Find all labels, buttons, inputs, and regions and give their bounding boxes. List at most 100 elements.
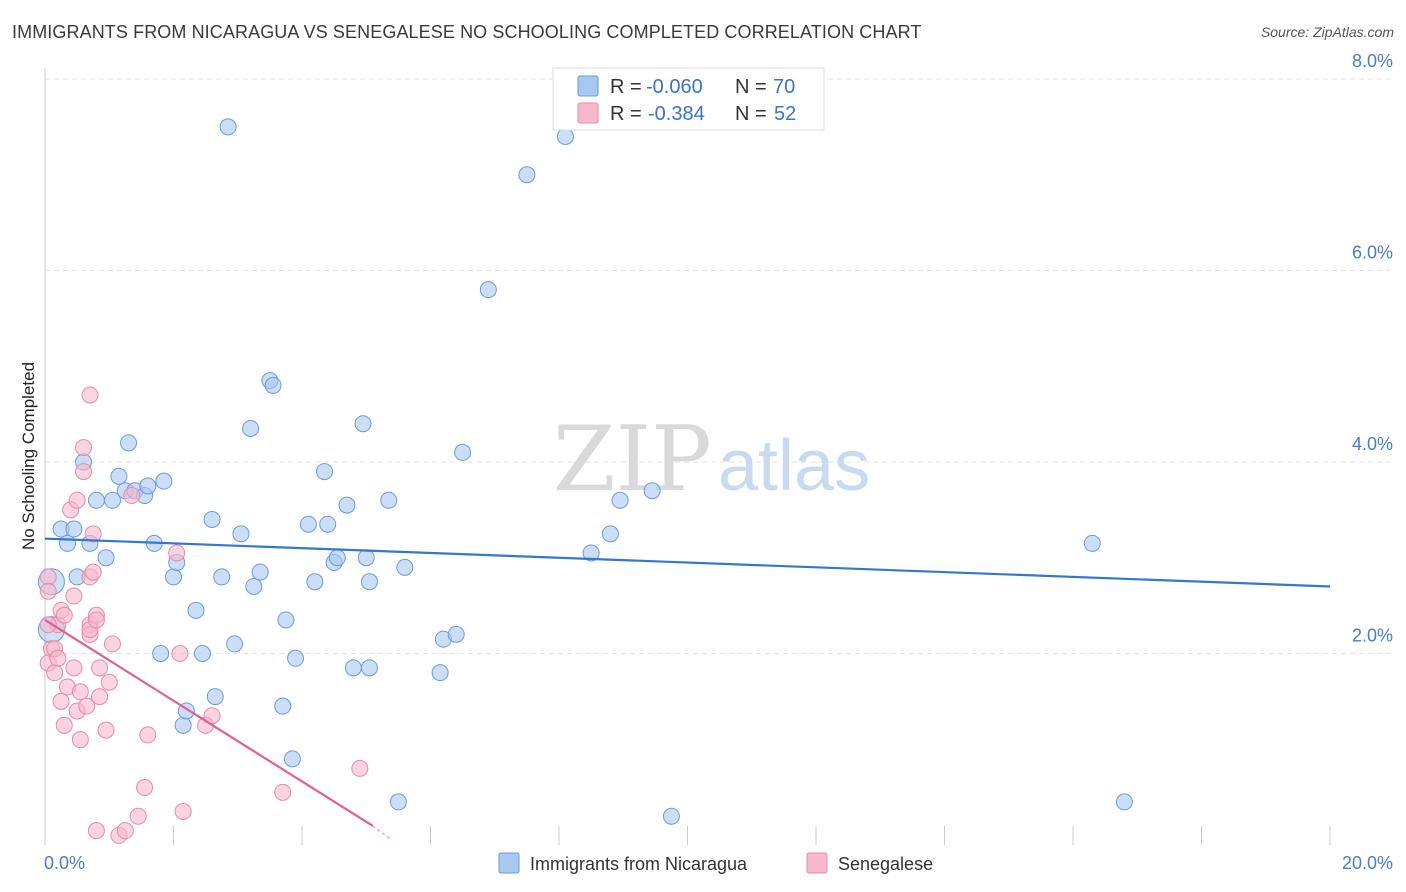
senegalese-point	[75, 439, 93, 457]
nicaragua-point	[232, 525, 250, 543]
nicaragua-point	[206, 688, 224, 706]
nicaragua-point	[1115, 793, 1133, 811]
senegalese-point	[139, 726, 157, 744]
nicaragua-point	[103, 491, 121, 509]
senegalese-point	[39, 582, 57, 600]
nicaragua-point	[319, 515, 337, 533]
nicaragua-point	[299, 515, 317, 533]
senegalese-point	[91, 659, 109, 677]
senegalese-point	[87, 822, 105, 840]
nicaragua-point	[120, 434, 138, 452]
nicaragua-point	[264, 376, 282, 394]
senegalese-point	[351, 759, 369, 777]
senegalese-point	[39, 616, 57, 634]
x-tick-label: 0.0%	[44, 853, 85, 873]
senegalese-point	[81, 386, 99, 404]
nicaragua-point	[643, 482, 661, 500]
senegalese-point	[136, 779, 154, 797]
nicaragua-point	[354, 415, 372, 433]
senegalese-point	[39, 568, 57, 586]
senegalese-point	[123, 487, 141, 505]
senegalese-point	[84, 563, 102, 581]
legend-n-value: 70	[773, 76, 795, 98]
legend-r-value: -0.384	[648, 103, 705, 125]
nicaragua-point	[306, 573, 324, 591]
senegalese-point	[100, 673, 118, 691]
nicaragua-point	[344, 659, 362, 677]
senegalese-point	[75, 463, 93, 481]
trend-lines	[44, 537, 1331, 841]
nicaragua-point	[139, 477, 157, 495]
nicaragua-point	[287, 649, 305, 667]
senegalese-trend-line	[44, 619, 374, 827]
senegalese-point	[274, 783, 292, 801]
legend-n-label: N =	[735, 76, 767, 98]
nicaragua-point	[152, 645, 170, 662]
watermark-atlas: atlas	[718, 426, 870, 506]
chart-title: IMMIGRANTS FROM NICARAGUA VS SENEGALESE …	[12, 22, 922, 42]
senegalese-point	[55, 716, 73, 734]
nicaragua-point	[396, 558, 414, 576]
senegalese-point	[174, 802, 192, 820]
nicaragua-point	[58, 534, 76, 552]
senegalese-point	[71, 731, 89, 749]
watermark-zip: ZIP	[553, 407, 712, 512]
senegalese-point	[68, 491, 86, 509]
nicaragua-point	[582, 544, 600, 562]
nicaragua-point	[518, 166, 536, 184]
nicaragua-point	[389, 793, 407, 811]
nicaragua-point	[65, 520, 83, 538]
senegalese-point	[97, 721, 115, 739]
nicaragua-point	[274, 697, 292, 715]
nicaragua-point	[662, 807, 680, 825]
senegalese-point	[91, 688, 109, 706]
source-credit: Source: ZipAtlas.com	[1260, 24, 1394, 40]
watermark: ZIP atlas	[553, 407, 870, 512]
nicaragua-point	[1083, 534, 1101, 552]
nicaragua-point	[187, 601, 205, 619]
y-axis-title: No Schooling Completed	[19, 362, 38, 550]
senegalese-point	[129, 807, 147, 825]
y-tick-label: 8.0%	[1352, 51, 1393, 71]
series-legend: Immigrants from Nicaragua Senegalese	[498, 852, 933, 874]
nicaragua-point	[611, 491, 629, 509]
senegalese-point	[65, 659, 83, 677]
senegalese-point	[71, 683, 89, 701]
nicaragua-point	[87, 491, 105, 509]
nicaragua-point	[251, 563, 269, 581]
nicaragua-point	[380, 491, 398, 509]
legend-label-nicaragua: Immigrants from Nicaragua	[530, 854, 748, 874]
nicaragua-point	[203, 510, 221, 528]
nicaragua-point	[174, 716, 192, 734]
senegalese-point	[87, 611, 105, 629]
legend-r-label: R =	[610, 103, 642, 125]
nicaragua-point	[328, 549, 346, 567]
legend-swatch-senegalese	[577, 102, 599, 124]
nicaragua-point	[213, 568, 231, 586]
nicaragua-point	[165, 568, 182, 586]
x-tick-label: 20.0%	[1342, 853, 1393, 873]
senegalese-point	[116, 822, 134, 840]
nicaragua-point	[360, 573, 378, 591]
legend-r-label: R =	[610, 76, 642, 98]
correlation-legend: R = -0.060 N = 70 R = -0.384 N = 52	[552, 67, 825, 131]
nicaragua-point	[97, 549, 115, 567]
legend-n-label: N =	[735, 103, 767, 125]
nicaragua-point	[193, 645, 211, 662]
nicaragua-point	[283, 750, 301, 768]
nicaragua-point	[447, 625, 465, 643]
senegalese-point	[55, 606, 73, 624]
y-tick-label: 6.0%	[1352, 243, 1393, 263]
nicaragua-point	[431, 664, 449, 682]
nicaragua-point	[479, 281, 497, 299]
nicaragua-point	[556, 127, 574, 145]
nicaragua-point	[357, 549, 375, 567]
nicaragua-point	[454, 443, 472, 461]
senegalese-point	[52, 692, 70, 710]
nicaragua-point	[110, 467, 128, 485]
y-tick-label: 4.0%	[1352, 434, 1393, 454]
nicaragua-point	[219, 118, 237, 136]
senegalese-point	[171, 645, 189, 662]
nicaragua-point	[245, 577, 263, 595]
